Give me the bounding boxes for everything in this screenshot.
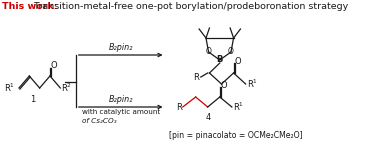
- Text: O: O: [234, 57, 241, 67]
- Text: B₂pin₂: B₂pin₂: [108, 95, 133, 104]
- Text: with catalytic amount: with catalytic amount: [82, 109, 160, 115]
- Text: O: O: [221, 82, 227, 90]
- Text: B: B: [217, 54, 223, 64]
- Text: Transition-metal-free one-pot borylation/prodeboronation strategy: Transition-metal-free one-pot borylation…: [31, 2, 348, 11]
- Text: O: O: [228, 48, 234, 56]
- Text: of Cs₂CO₃: of Cs₂CO₃: [82, 118, 116, 124]
- Text: [pin = pinacolato = OCMe₂CMe₂O]: [pin = pinacolato = OCMe₂CMe₂O]: [169, 131, 302, 140]
- Text: R$^1$: R$^1$: [246, 78, 257, 90]
- Text: R: R: [193, 72, 199, 82]
- Text: O: O: [206, 48, 212, 56]
- Text: O: O: [51, 60, 57, 70]
- Text: R: R: [176, 103, 182, 111]
- Text: 1: 1: [30, 95, 36, 105]
- Text: 4: 4: [206, 113, 211, 123]
- Text: R$^1$: R$^1$: [4, 82, 15, 94]
- Text: This work:: This work:: [2, 2, 57, 11]
- Text: R$^1$: R$^1$: [233, 101, 244, 113]
- Text: B₂pin₂: B₂pin₂: [108, 43, 133, 52]
- Text: R$^2$: R$^2$: [61, 82, 72, 94]
